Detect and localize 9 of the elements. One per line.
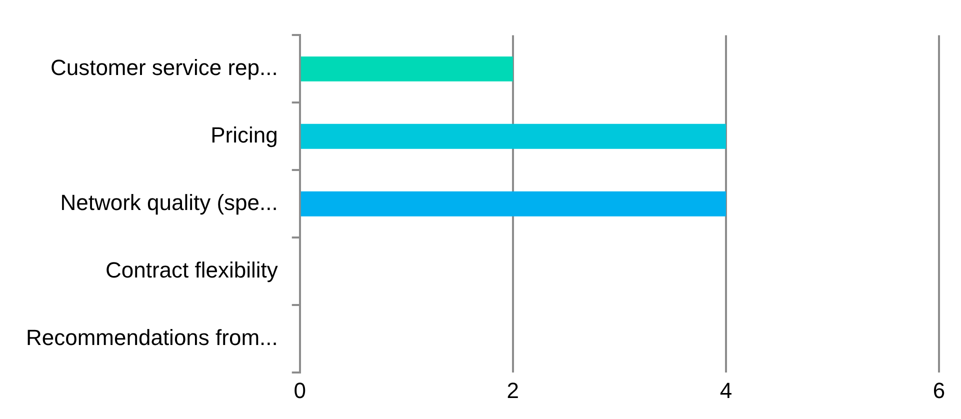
y-tick-label: Network quality (spe... — [60, 190, 278, 215]
x-tick-label: 4 — [720, 378, 732, 403]
y-tick-label: Recommendations from... — [26, 324, 278, 350]
y-tick-label: Customer service rep... — [50, 55, 278, 80]
y-tick-label: Contract flexibility — [105, 257, 278, 282]
x-tick-label: 0 — [294, 378, 306, 403]
y-tick-label: Pricing — [210, 122, 278, 148]
x-tick-label: 6 — [932, 378, 946, 403]
x-tick-label: 2 — [506, 378, 520, 403]
